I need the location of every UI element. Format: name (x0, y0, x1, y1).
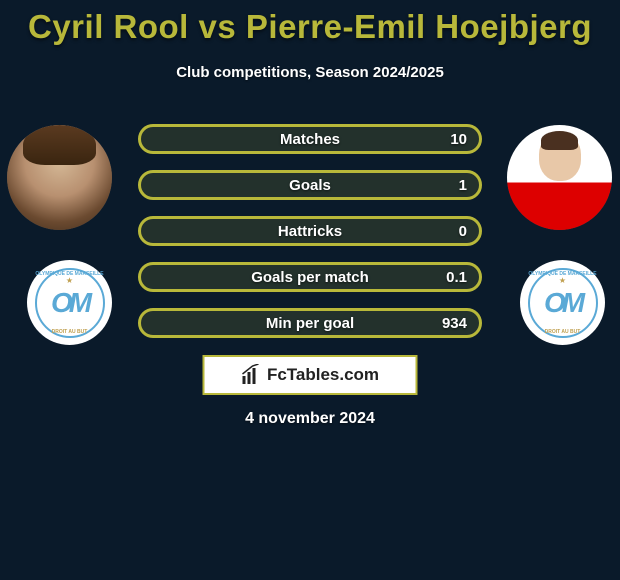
player-left-portrait (7, 125, 112, 230)
brand-text: FcTables.com (267, 365, 379, 385)
stat-label: Goals per match (251, 269, 369, 286)
avatar (507, 125, 612, 230)
stat-label: Goals (289, 177, 331, 194)
subtitle: Club competitions, Season 2024/2025 (0, 64, 620, 81)
player-left-club-badge: ★ OLYMPIQUE DE MARSEILLE OM DROIT AU BUT (27, 260, 112, 345)
page-title: Cyril Rool vs Pierre-Emil Hoejbjerg (0, 0, 620, 46)
stat-value-right: 0 (459, 223, 467, 240)
player-right-club-badge: ★ OLYMPIQUE DE MARSEILLE OM DROIT AU BUT (520, 260, 605, 345)
club-logo-icon: ★ OLYMPIQUE DE MARSEILLE OM DROIT AU BUT (35, 268, 105, 338)
stat-value-right: 934 (442, 315, 467, 332)
stat-label: Hattricks (278, 223, 342, 240)
stat-row-hattricks: Hattricks 0 (138, 216, 482, 246)
stat-row-goals-per-match: Goals per match 0.1 (138, 262, 482, 292)
brand-watermark: FcTables.com (203, 355, 418, 395)
stats-comparison: Matches 10 Goals 1 Hattricks 0 Goals per… (138, 124, 482, 354)
date-label: 4 november 2024 (0, 410, 620, 428)
bar-chart-icon (241, 364, 263, 386)
club-logo-icon: ★ OLYMPIQUE DE MARSEILLE OM DROIT AU BUT (528, 268, 598, 338)
stat-label: Matches (280, 131, 340, 148)
stat-value-right: 0.1 (446, 269, 467, 286)
player-right-portrait (507, 125, 612, 230)
avatar (7, 125, 112, 230)
stat-row-min-per-goal: Min per goal 934 (138, 308, 482, 338)
stat-label: Min per goal (266, 315, 354, 332)
stat-row-goals: Goals 1 (138, 170, 482, 200)
stat-value-right: 1 (459, 177, 467, 194)
stat-value-right: 10 (450, 131, 467, 148)
stat-row-matches: Matches 10 (138, 124, 482, 154)
